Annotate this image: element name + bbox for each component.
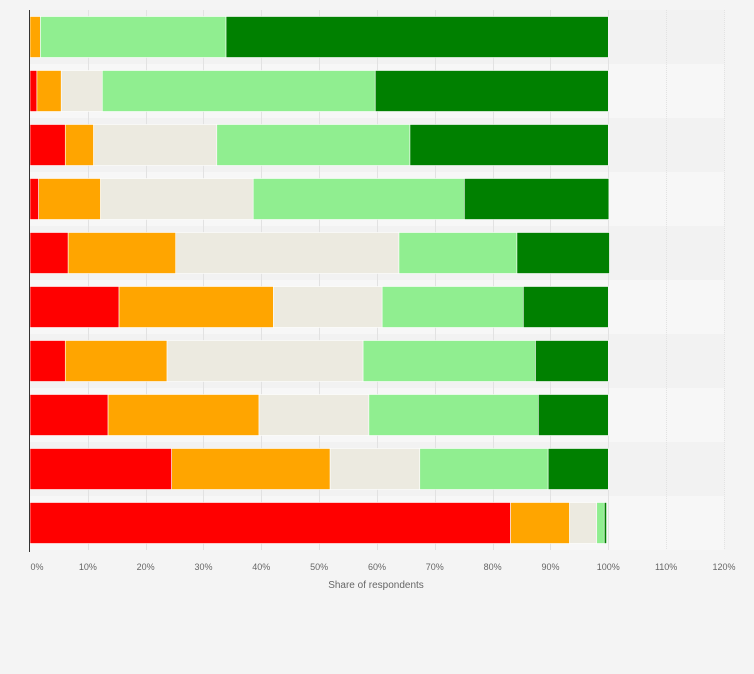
bar-segment	[535, 340, 609, 382]
bar-segment	[225, 16, 609, 58]
x-tick-label: 50%	[310, 562, 328, 572]
bar-segment	[29, 70, 38, 112]
x-tick-label: 90%	[541, 562, 559, 572]
bar-segment	[101, 70, 376, 112]
bar-segment	[40, 16, 227, 58]
bar-segment	[398, 232, 518, 274]
bar-segment	[381, 286, 524, 328]
bar-segment	[510, 502, 570, 544]
bar-segment	[538, 394, 609, 436]
x-tick-label: 60%	[368, 562, 386, 572]
bar-segment	[100, 178, 254, 220]
bar-segment	[166, 340, 364, 382]
bar-segment	[216, 124, 411, 166]
x-tick-label: 20%	[137, 562, 155, 572]
bar-segment	[368, 394, 539, 436]
bar-segment	[175, 232, 400, 274]
x-tick-label: 120%	[712, 562, 735, 572]
x-tick-label: 0%	[30, 562, 43, 572]
x-tick-labels: 0% 10% 20% 30% 40% 50% 60% 70% 80% 90% 100% 110% 120…	[30, 562, 735, 572]
bar-segment	[118, 286, 274, 328]
bars	[29, 16, 610, 544]
bar-segment	[547, 448, 609, 490]
bar-segment	[464, 178, 610, 220]
x-tick-label: 110%	[655, 562, 677, 572]
x-tick-label: 80%	[484, 562, 502, 572]
bar-segment	[603, 502, 607, 544]
bar-segment	[516, 232, 610, 274]
bar-segment	[67, 232, 177, 274]
bar-segment	[60, 70, 103, 112]
bar-segment	[29, 16, 41, 58]
bar-segment	[258, 394, 370, 436]
bar-segment	[29, 124, 66, 166]
bar-segment	[29, 178, 39, 220]
bar-segment	[273, 286, 383, 328]
bar-segment	[362, 340, 536, 382]
x-tick-label: 30%	[194, 562, 212, 572]
bar-segment	[569, 502, 598, 544]
bar-segment	[29, 394, 109, 436]
x-tick-label: 100%	[597, 562, 620, 572]
bar-segment	[329, 448, 421, 490]
bar-segment	[29, 340, 66, 382]
bar-segment	[29, 502, 511, 544]
bar-segment	[374, 70, 609, 112]
bar-segment	[29, 448, 172, 490]
bar-segment	[64, 340, 168, 382]
bar-segment	[29, 286, 120, 328]
bar-segment	[252, 178, 465, 220]
x-axis-label: Share of respondents	[328, 580, 424, 591]
x-tick-label: 70%	[426, 562, 444, 572]
bar-segment	[522, 286, 609, 328]
bar-segment	[409, 124, 609, 166]
bar-segment	[596, 502, 605, 544]
bar-segment	[171, 448, 331, 490]
bar-segment	[29, 232, 69, 274]
x-tick-label: 40%	[252, 562, 270, 572]
bar-segment	[36, 70, 62, 112]
bar-segment	[93, 124, 218, 166]
bar-segment	[38, 178, 101, 220]
bar-segment	[419, 448, 549, 490]
x-tick-label: 10%	[79, 562, 97, 572]
bar-segment	[64, 124, 94, 166]
bar-segment	[107, 394, 260, 436]
